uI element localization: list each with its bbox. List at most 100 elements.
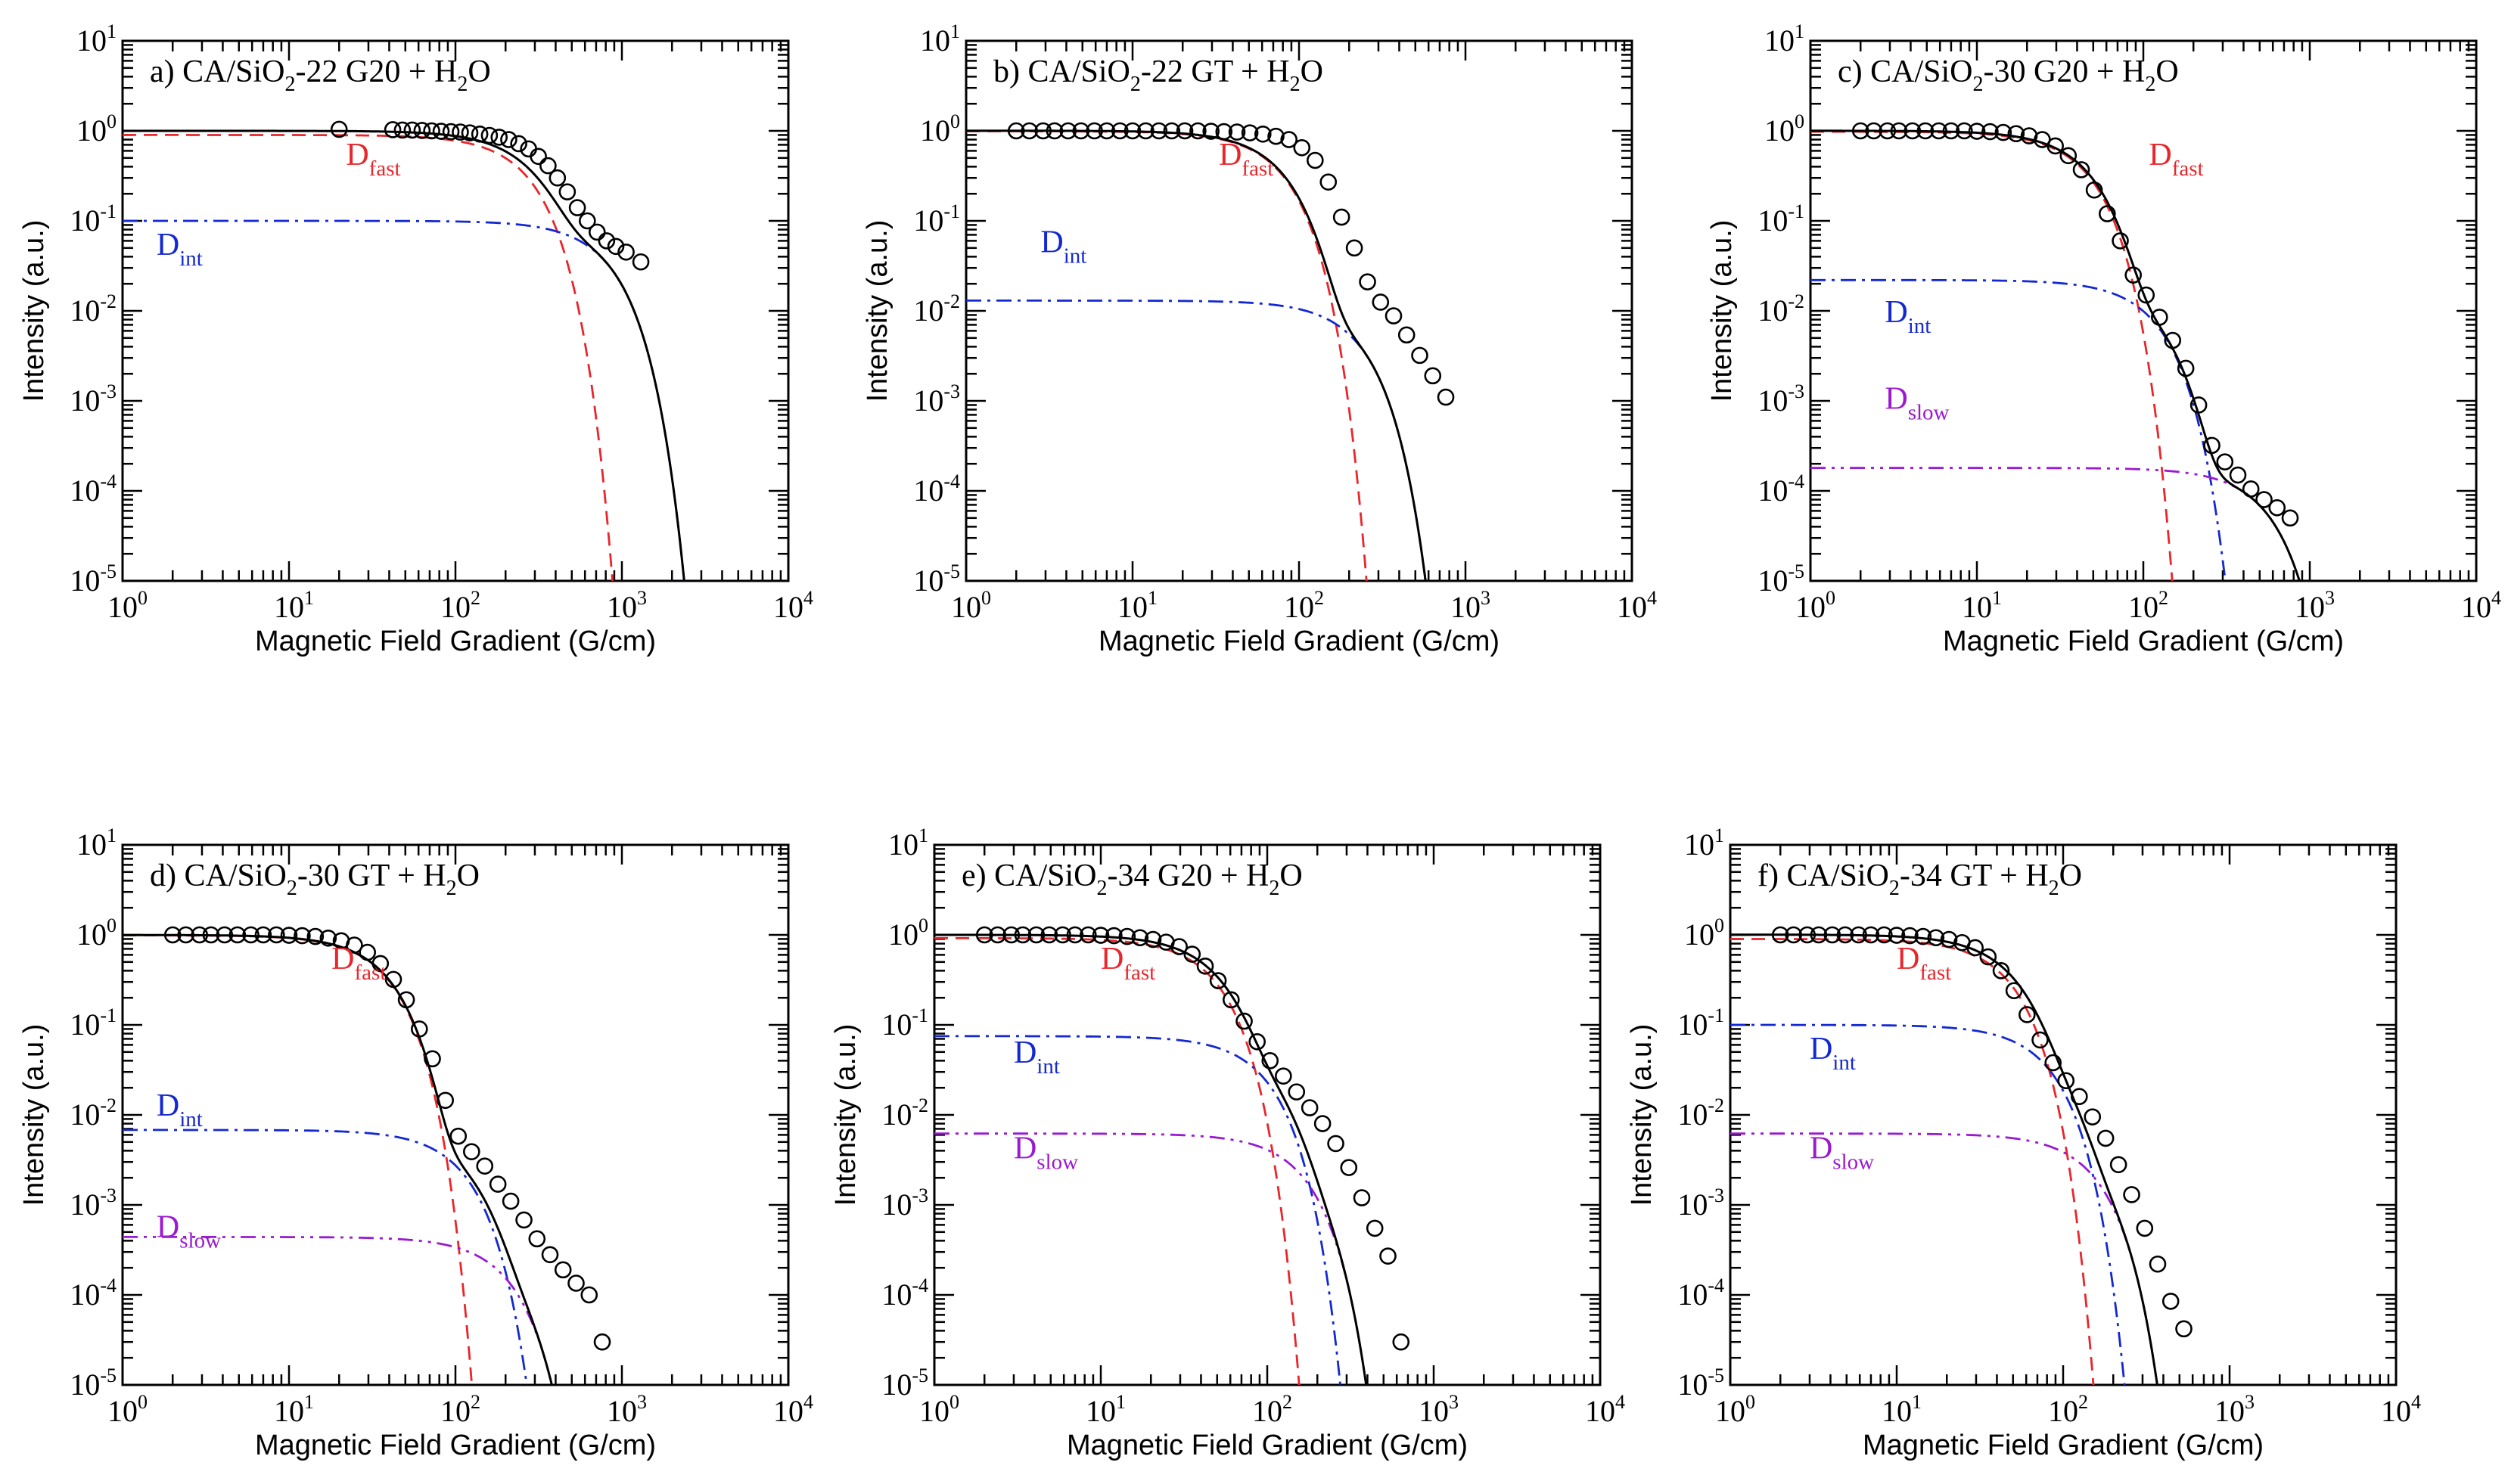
data-point xyxy=(1046,122,1064,140)
data-point xyxy=(1385,307,1403,324)
x-axis-title: Magnetic Field Gradient (G/cm) xyxy=(1099,626,1500,657)
ticks xyxy=(1809,39,2478,582)
x-tick-label: 102 xyxy=(1252,1391,1292,1428)
curves xyxy=(934,933,1368,1385)
y-axis-title: Intensity (a.u.) xyxy=(1706,220,1738,402)
data-point xyxy=(1021,122,1038,140)
data-point xyxy=(2031,1031,2049,1049)
data-point xyxy=(2046,137,2064,155)
data-point xyxy=(1372,293,1390,311)
ticks xyxy=(121,39,790,582)
data-point xyxy=(1940,930,1958,948)
y-tick-label: 10-2 xyxy=(913,290,960,328)
data-point xyxy=(371,955,390,973)
data-point xyxy=(480,126,499,144)
x-tick-label: 101 xyxy=(1086,1391,1126,1428)
data-point xyxy=(515,1211,533,1229)
panel-f: 100 101 102 103 104 10-5 10-4 10-3 10-2 10-1 100 10… xyxy=(1626,824,2421,1461)
curves xyxy=(1730,933,2158,1385)
data-point xyxy=(2057,1072,2075,1090)
data-point xyxy=(2059,147,2078,165)
data-points xyxy=(330,120,650,271)
data-points xyxy=(1007,122,1455,406)
data-point xyxy=(413,122,431,139)
data-point xyxy=(1850,926,1867,944)
data-point xyxy=(1916,122,1935,140)
y-tick-label: 10-3 xyxy=(881,1184,928,1222)
panel-e: 100 101 102 103 104 10-5 10-4 10-3 10-2 10-1 100 10… xyxy=(830,824,1625,1461)
data-point xyxy=(1785,926,1802,944)
data-point xyxy=(593,1333,611,1351)
data-point xyxy=(1176,122,1194,140)
data-point xyxy=(2137,286,2155,304)
data-point xyxy=(2007,125,2025,143)
data-point xyxy=(549,169,567,187)
data-point xyxy=(228,926,247,944)
data-point xyxy=(432,123,450,140)
data-point xyxy=(530,147,547,166)
data-point xyxy=(1150,122,1168,140)
data-point xyxy=(2175,1320,2193,1338)
panel-c: 100 101 102 103 104 10-5 10-4 10-3 10-2 10-1 100 10… xyxy=(1706,20,2501,657)
data-point xyxy=(2099,205,2116,222)
data-point xyxy=(2161,1293,2180,1310)
data-point xyxy=(1798,926,1817,944)
data-point xyxy=(393,121,412,139)
data-point xyxy=(2149,1255,2167,1273)
label-fast: Dfast xyxy=(1897,942,1951,985)
data-point xyxy=(1163,122,1181,140)
x-tick-label: 104 xyxy=(1617,587,1657,624)
x-tick-label: 103 xyxy=(607,1391,647,1428)
x-tick-label: 102 xyxy=(440,587,480,624)
data-point xyxy=(1411,346,1428,365)
y-tick-label: 10-5 xyxy=(1757,560,1804,598)
data-point xyxy=(1105,927,1123,945)
data-point xyxy=(500,131,517,148)
data-point xyxy=(346,936,363,954)
data-point xyxy=(2151,309,2168,326)
curve-int xyxy=(934,1035,1341,1385)
data-point xyxy=(2112,232,2129,250)
data-point xyxy=(1904,122,1922,140)
data-point xyxy=(1810,926,1828,944)
data-point xyxy=(1890,122,1908,140)
y-axis-title: Intensity (a.u.) xyxy=(18,1024,50,1206)
data-point xyxy=(2177,359,2195,377)
x-tick-label: 102 xyxy=(2048,1391,2088,1428)
data-point xyxy=(1332,208,1350,226)
label-int: Dint xyxy=(157,228,203,271)
data-point xyxy=(1345,239,1363,257)
x-tick-label: 102 xyxy=(1284,587,1324,624)
y-axis-title: Intensity (a.u.) xyxy=(830,1024,862,1206)
plot-frame xyxy=(965,39,1633,582)
data-point xyxy=(1956,122,1973,140)
y-tick-label: 10-5 xyxy=(1677,1364,1724,1402)
label-fast: Dfast xyxy=(1101,942,1155,985)
data-points xyxy=(1851,122,2299,527)
y-axis-title: Intensity (a.u.) xyxy=(18,220,50,402)
y-tick-label: 10-4 xyxy=(913,470,960,508)
data-point xyxy=(489,1175,507,1193)
data-point xyxy=(2005,982,2023,1000)
data-point xyxy=(1437,388,1455,406)
data-point xyxy=(1123,122,1142,140)
y-tick-label: 100 xyxy=(1684,914,1724,952)
y-tick-label: 10-1 xyxy=(70,200,117,238)
ticks xyxy=(933,843,1602,1386)
plot-frame xyxy=(121,39,790,582)
panel-d: 100 101 102 103 104 10-5 10-4 10-3 10-2 10-1 100 10… xyxy=(18,824,813,1461)
y-tick-label: 101 xyxy=(1684,824,1724,862)
y-tick-label: 10-5 xyxy=(70,1364,117,1402)
label-fast: Dfast xyxy=(2149,138,2203,181)
curve-fast xyxy=(966,130,1368,581)
data-point xyxy=(1241,124,1259,141)
x-tick-label: 103 xyxy=(1450,587,1490,624)
x-axis-title: Magnetic Field Gradient (G/cm) xyxy=(255,1430,656,1461)
data-point xyxy=(1196,957,1214,975)
label-slow: Dslow xyxy=(1810,1131,1874,1174)
data-point xyxy=(1086,122,1103,140)
y-tick-label: 10-3 xyxy=(70,1184,117,1222)
curve-fast xyxy=(1810,130,2174,581)
data-point xyxy=(1353,1189,1371,1206)
